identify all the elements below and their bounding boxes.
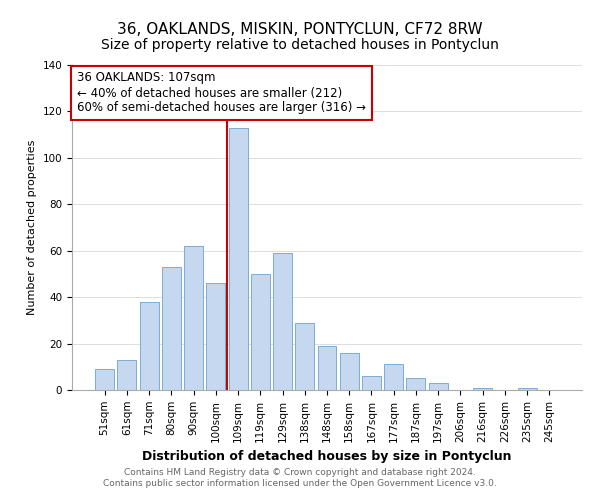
Bar: [295, 322, 314, 390]
Y-axis label: Number of detached properties: Number of detached properties: [27, 140, 37, 315]
Bar: [384, 364, 403, 390]
Bar: [429, 383, 448, 390]
Text: Size of property relative to detached houses in Pontyclun: Size of property relative to detached ho…: [101, 38, 499, 52]
Bar: [118, 360, 136, 390]
Text: Contains HM Land Registry data © Crown copyright and database right 2024.
Contai: Contains HM Land Registry data © Crown c…: [103, 468, 497, 487]
Bar: [273, 253, 292, 390]
Text: 36 OAKLANDS: 107sqm
← 40% of detached houses are smaller (212)
60% of semi-detac: 36 OAKLANDS: 107sqm ← 40% of detached ho…: [77, 72, 366, 114]
Bar: [162, 267, 181, 390]
Bar: [95, 369, 114, 390]
Bar: [206, 283, 225, 390]
Bar: [406, 378, 425, 390]
Bar: [340, 353, 359, 390]
Bar: [362, 376, 381, 390]
Bar: [317, 346, 337, 390]
X-axis label: Distribution of detached houses by size in Pontyclun: Distribution of detached houses by size …: [142, 450, 512, 463]
Bar: [140, 302, 158, 390]
Text: 36, OAKLANDS, MISKIN, PONTYCLUN, CF72 8RW: 36, OAKLANDS, MISKIN, PONTYCLUN, CF72 8R…: [117, 22, 483, 38]
Bar: [251, 274, 270, 390]
Bar: [184, 246, 203, 390]
Bar: [473, 388, 492, 390]
Bar: [518, 388, 536, 390]
Bar: [229, 128, 248, 390]
